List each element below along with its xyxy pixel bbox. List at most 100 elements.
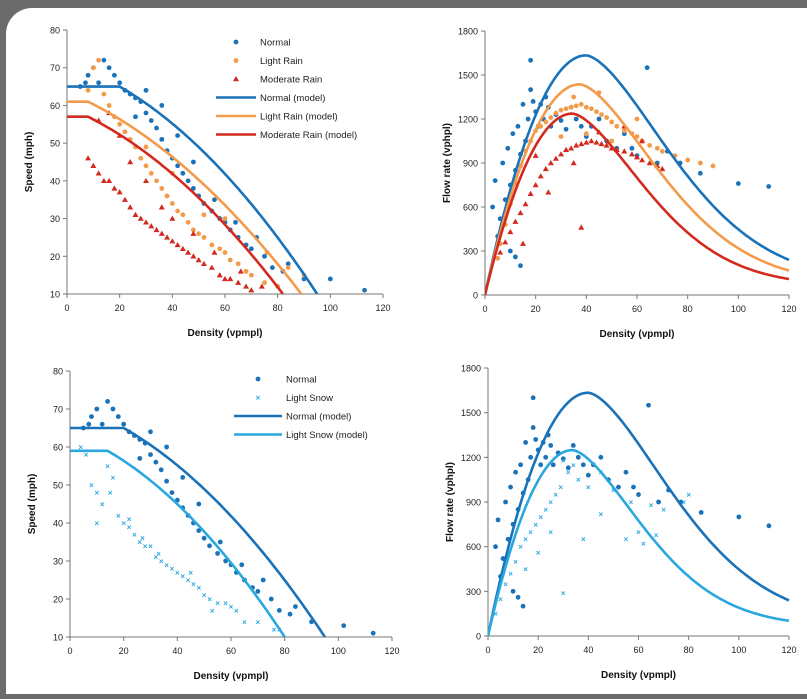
data-point <box>599 112 604 117</box>
model-curve <box>485 112 790 295</box>
data-point: × <box>523 565 528 574</box>
data-point: × <box>127 523 132 532</box>
data-point <box>596 116 602 122</box>
data-point <box>598 140 605 147</box>
data-point <box>185 249 192 255</box>
data-point <box>646 402 651 408</box>
data-point <box>179 245 186 251</box>
data-point <box>96 57 101 63</box>
x-tick-label: 0 <box>482 304 487 314</box>
data-point <box>148 170 154 176</box>
data-point <box>362 287 367 293</box>
data-point <box>631 484 636 490</box>
data-point: × <box>629 498 634 507</box>
x-tick-label: 120 <box>375 303 390 313</box>
data-point <box>545 189 552 195</box>
data-point <box>570 160 577 166</box>
legend-symbol <box>233 58 239 63</box>
data-point <box>583 131 589 137</box>
data-point: × <box>493 610 498 619</box>
data-point: × <box>636 528 641 537</box>
data-point <box>573 103 579 109</box>
data-point <box>578 224 585 230</box>
data-point <box>248 246 254 252</box>
data-point <box>327 276 333 282</box>
data-point <box>528 454 534 460</box>
data-point <box>195 257 202 263</box>
x-tick-label: 60 <box>633 645 643 655</box>
data-point <box>614 123 620 129</box>
y-tick-label: 1800 <box>461 364 481 374</box>
data-point: × <box>223 599 228 608</box>
data-point <box>191 186 196 191</box>
data-point <box>105 399 110 404</box>
y-tick-label: 70 <box>53 405 63 415</box>
data-point <box>106 103 112 108</box>
data-point: × <box>154 553 159 562</box>
data-point <box>503 499 508 505</box>
data-point <box>208 264 215 270</box>
data-point <box>523 440 529 445</box>
data-point <box>85 72 91 78</box>
data-point: × <box>105 462 110 471</box>
data-point <box>200 260 207 267</box>
data-point <box>594 109 599 115</box>
data-point <box>520 240 526 246</box>
data-point <box>293 604 298 609</box>
y-tick-label: 20 <box>53 595 63 605</box>
data-point <box>500 160 506 166</box>
x-tick-label: 80 <box>683 304 693 314</box>
data-point <box>543 119 549 125</box>
data-point <box>513 469 518 475</box>
data-point <box>558 151 564 157</box>
data-point <box>153 459 159 465</box>
y-tick-label: 300 <box>463 247 478 257</box>
x-tick-label: 100 <box>731 304 746 314</box>
data-point <box>258 283 265 289</box>
data-point <box>94 406 100 412</box>
legend-label: Normal <box>286 375 317 386</box>
plot-area <box>485 54 790 295</box>
y-tick-label: 600 <box>463 203 478 213</box>
data-point <box>634 154 640 160</box>
legend: Normal Light Rain Moderate Rain Normal (mod… <box>216 38 357 141</box>
legend-label: Moderate Rain <box>260 75 322 86</box>
data-point <box>239 562 245 568</box>
data-point <box>196 528 202 533</box>
data-point <box>510 131 516 137</box>
x-tick-label: 100 <box>331 646 346 656</box>
x-tick-label: 20 <box>533 645 543 655</box>
data-point <box>174 241 181 248</box>
data-point <box>106 65 112 71</box>
data-point <box>621 148 628 154</box>
legend-symbol: × <box>256 394 261 403</box>
x-tick-label: 20 <box>115 303 125 313</box>
data-point <box>621 128 627 134</box>
data-point <box>127 159 134 165</box>
data-point <box>510 588 516 594</box>
data-point <box>578 140 585 147</box>
data-point <box>558 134 564 139</box>
data-point <box>538 123 544 129</box>
data-point: × <box>561 456 566 465</box>
data-point <box>507 228 514 235</box>
data-point <box>609 119 615 125</box>
data-point: × <box>566 468 571 477</box>
data-point: × <box>641 540 646 549</box>
x-axis-label: Density (vpmpl) <box>193 671 268 682</box>
data-point: × <box>215 599 220 608</box>
data-point: × <box>159 557 164 566</box>
data-point <box>628 151 635 157</box>
data-point <box>101 91 107 97</box>
data-point <box>158 204 165 210</box>
data-point <box>158 230 165 236</box>
data-point <box>522 201 529 207</box>
data-point <box>583 139 590 145</box>
model-curve <box>67 85 319 294</box>
data-point <box>654 145 660 151</box>
data-point <box>159 103 165 108</box>
data-point <box>248 272 254 278</box>
data-point <box>570 443 576 448</box>
data-point <box>634 116 640 122</box>
data-point: × <box>548 498 553 507</box>
